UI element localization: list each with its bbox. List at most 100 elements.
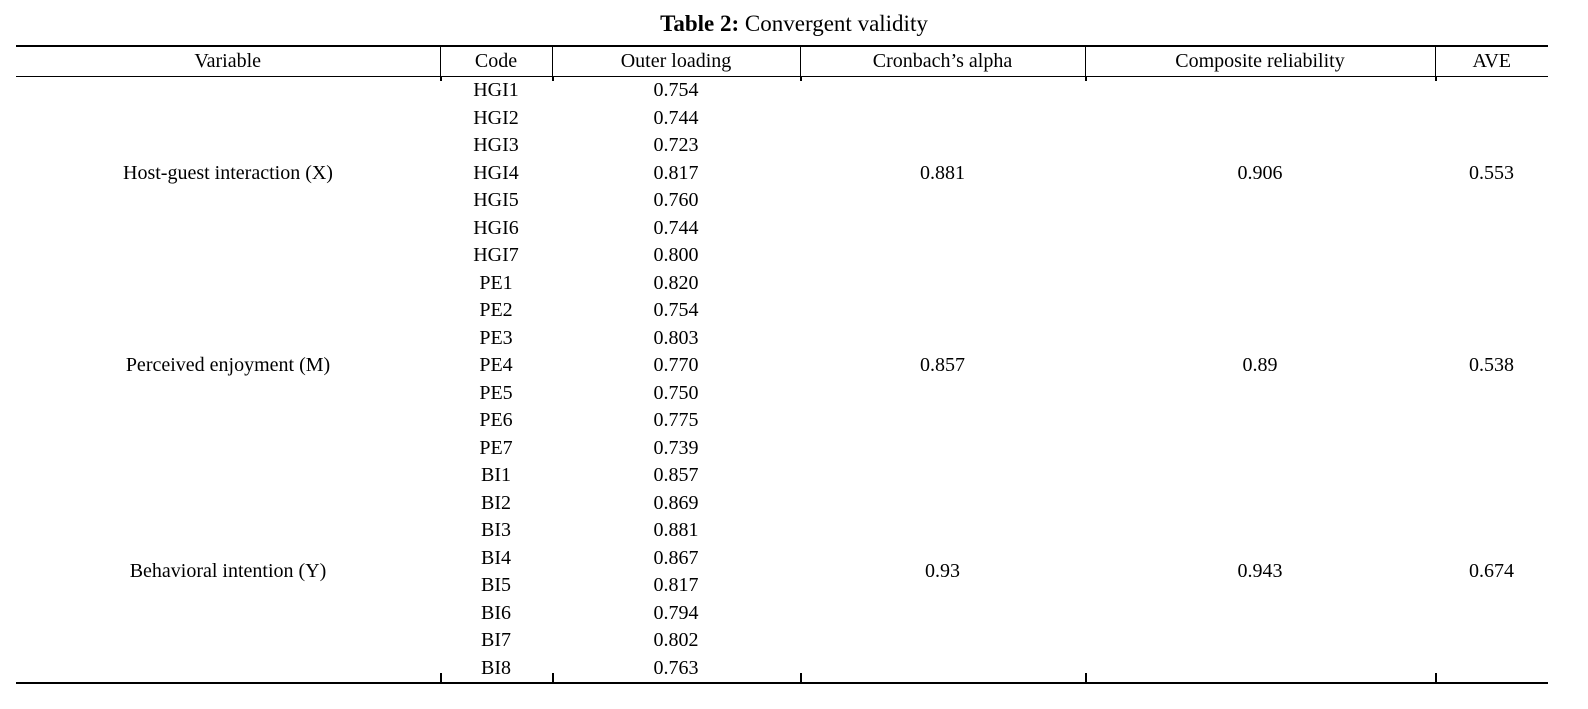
- table-row: Host-guest interaction (X) HGI1 0.754 0.881…: [16, 77, 1548, 184]
- outer-loading-cell: 0.723: [653, 134, 699, 156]
- table-row: BI2 0.869: [16, 490, 1548, 518]
- column-separator-tick: [440, 77, 442, 81]
- table-row: Perceived enjoyment (M) PE1 0.820 0.857 0.89…: [16, 270, 1548, 377]
- code-cell: PE3: [479, 326, 513, 349]
- outer-loading-cell: 0.794: [653, 601, 699, 624]
- outer-loading-cell: 0.857: [653, 464, 699, 486]
- code-cell: HGI2: [473, 106, 519, 129]
- composite-reliability-cell: 0.943: [1237, 560, 1283, 583]
- code-cell: BI5: [481, 574, 511, 596]
- table-row: PE6 0.775: [16, 407, 1548, 435]
- code-cell: HGI7: [473, 244, 519, 266]
- column-separator-tick: [1435, 673, 1437, 682]
- column-header-composite-reliability: Composite reliability: [1084, 46, 1435, 77]
- table-title-caption: Convergent validity: [739, 11, 928, 36]
- convergent-validity-table: Variable Code Outer loading Cronbach’s a…: [16, 45, 1548, 684]
- table-title-label: Table 2:: [660, 11, 740, 36]
- column-separator-tick: [552, 77, 554, 81]
- table-row: HGI4 0.817: [16, 160, 1548, 188]
- table-row: PE4 0.770: [16, 352, 1548, 380]
- code-cell: HGI4: [473, 161, 519, 184]
- code-cell: PE2: [479, 299, 513, 321]
- table-row: PE2 0.754: [16, 297, 1548, 325]
- column-header-variable: Variable: [16, 46, 440, 77]
- code-cell: HGI1: [473, 79, 519, 101]
- code-cell: PE4: [479, 354, 513, 376]
- code-cell: BI4: [481, 546, 511, 569]
- code-cell: PE5: [479, 381, 513, 404]
- table-row: BI3 0.881: [16, 517, 1548, 545]
- outer-loading-cell: 0.760: [653, 189, 699, 211]
- table-row: HGI3 0.723: [16, 132, 1548, 160]
- outer-loading-cell: 0.817: [653, 161, 699, 184]
- code-cell: BI3: [481, 519, 511, 541]
- ave-cell: 0.553: [1469, 161, 1514, 184]
- code-cell: HGI5: [473, 189, 519, 211]
- code-cell: BI8: [481, 656, 511, 679]
- table-row: HGI5 0.760: [16, 187, 1548, 215]
- code-cell: BI1: [481, 464, 511, 486]
- code-cell: PE7: [479, 436, 513, 459]
- outer-loading-cell: 0.754: [653, 299, 699, 321]
- code-cell: PE1: [479, 271, 513, 294]
- composite-reliability-cell: 0.906: [1237, 161, 1283, 184]
- outer-loading-cell: 0.803: [653, 326, 699, 349]
- outer-loading-cell: 0.739: [653, 436, 699, 459]
- cronbach-alpha-cell: 0.93: [925, 560, 960, 583]
- table-row: HGI2 0.744: [16, 105, 1548, 133]
- variable-cell: Host-guest interaction (X): [123, 161, 333, 184]
- column-separator-tick: [440, 673, 442, 682]
- column-header-cronbach-alpha: Cronbach’s alpha: [799, 46, 1085, 77]
- table-row: PE3 0.803: [16, 325, 1548, 353]
- table-row: BI4 0.867: [16, 545, 1548, 573]
- code-cell: PE6: [479, 409, 513, 431]
- table-title: Table 2: Convergent validity: [0, 0, 1588, 45]
- column-separator-tick: [1085, 77, 1087, 81]
- variable-cell: Perceived enjoyment (M): [125, 354, 331, 376]
- table-row: BI7 0.802: [16, 627, 1548, 655]
- composite-reliability-cell: 0.89: [1242, 354, 1278, 376]
- table-wrapper: Variable Code Outer loading Cronbach’s a…: [16, 45, 1548, 684]
- outer-loading-cell: 0.775: [653, 409, 699, 431]
- outer-loading-cell: 0.750: [653, 381, 699, 404]
- column-header-outer-loading: Outer loading: [551, 46, 800, 77]
- table-header: Variable Code Outer loading Cronbach’s a…: [16, 46, 1548, 77]
- outer-loading-cell: 0.800: [653, 244, 699, 266]
- table-row: HGI6 0.744: [16, 215, 1548, 243]
- table-row: PE5 0.750: [16, 380, 1548, 408]
- outer-loading-cell: 0.867: [653, 546, 699, 569]
- header-row: Variable Code Outer loading Cronbach’s a…: [16, 46, 1548, 77]
- cronbach-alpha-cell: 0.857: [920, 354, 965, 376]
- outer-loading-cell: 0.763: [653, 656, 699, 679]
- outer-loading-cell: 0.820: [653, 271, 699, 294]
- variable-cell: Behavioral intention (Y): [129, 560, 327, 583]
- column-separator-tick: [800, 673, 802, 682]
- table-row: BI8 0.763: [16, 655, 1548, 684]
- column-header-ave: AVE: [1434, 46, 1548, 77]
- table-row: Behavioral intention (Y) BI1 0.857 0.93 0.94…: [16, 462, 1548, 582]
- outer-loading-cell: 0.770: [653, 354, 699, 376]
- code-cell: HGI6: [473, 216, 519, 239]
- table-row: PE7 0.739: [16, 435, 1548, 463]
- outer-loading-cell: 0.881: [653, 519, 699, 541]
- code-cell: HGI3: [473, 134, 519, 156]
- cronbach-alpha-cell: 0.881: [920, 161, 965, 184]
- outer-loading-cell: 0.817: [653, 574, 699, 596]
- code-cell: BI2: [481, 491, 511, 514]
- table-row: BI5 0.817: [16, 572, 1548, 600]
- outer-loading-cell: 0.744: [653, 216, 699, 239]
- column-header-code: Code: [439, 46, 552, 77]
- outer-loading-cell: 0.744: [653, 106, 699, 129]
- outer-loading-cell: 0.869: [653, 491, 699, 514]
- table-body: Host-guest interaction (X) HGI1 0.754 0.881…: [16, 77, 1548, 684]
- column-separator-tick: [1435, 77, 1437, 81]
- column-separator-tick: [1085, 673, 1087, 682]
- table-row: HGI7 0.800: [16, 242, 1548, 270]
- column-separator-tick: [800, 77, 802, 81]
- code-cell: BI7: [481, 629, 511, 651]
- outer-loading-cell: 0.802: [653, 629, 699, 651]
- ave-cell: 0.674: [1469, 560, 1514, 583]
- ave-cell: 0.538: [1469, 354, 1514, 376]
- code-cell: BI6: [481, 601, 511, 624]
